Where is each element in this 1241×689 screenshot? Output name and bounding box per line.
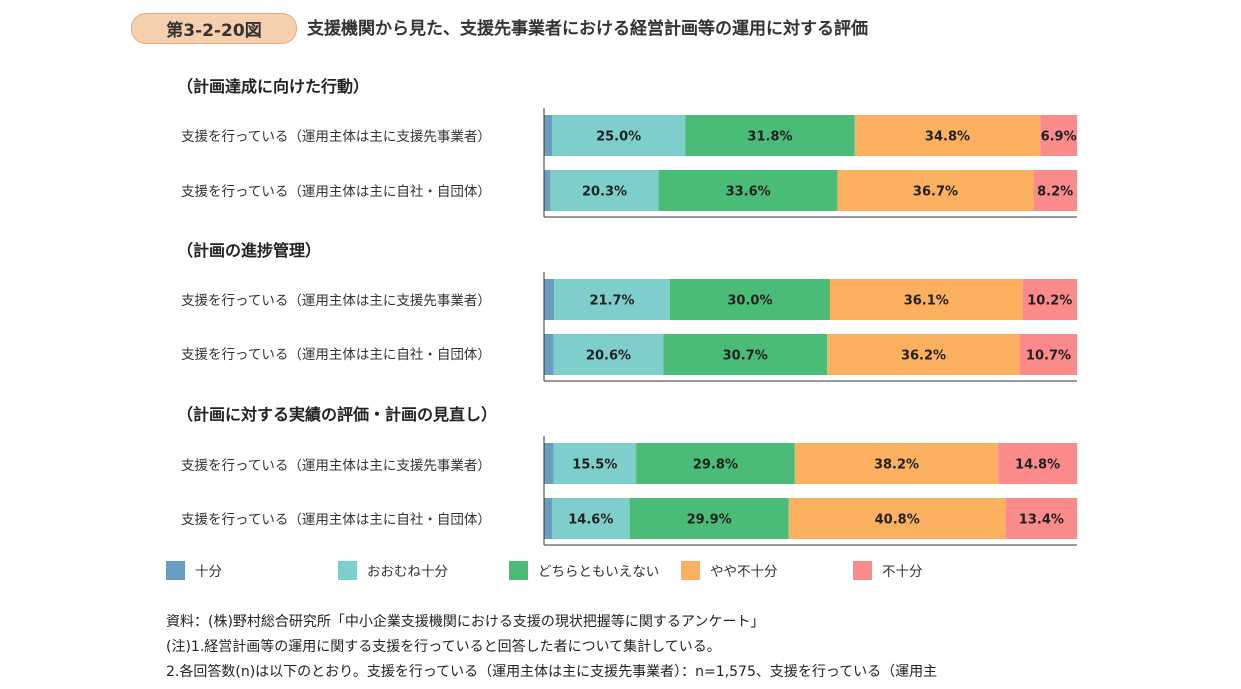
row-label-3-1: 支援を行っている（運用主体は主に支援先事業者）: [181, 458, 491, 474]
data-label-1-2-fujubun: 8.2%: [1037, 185, 1073, 200]
data-label-2-2-fujubun: 10.7%: [1026, 349, 1071, 364]
row-label-2-2: 支援を行っている（運用主体は主に自社・自団体）: [181, 347, 491, 363]
bar-segment-3-2-yaya: [788, 498, 1006, 539]
data-label-3-2-oomune: 14.6%: [568, 513, 613, 528]
legend-item-4: やや不十分: [681, 560, 778, 580]
data-label-3-2-fujubun: 13.4%: [1019, 513, 1064, 528]
bar-segment-2-2-fujubun: [1019, 334, 1077, 375]
legend-swatch-5: [853, 560, 872, 580]
data-label-2-2-oomune: 20.6%: [586, 349, 631, 364]
bar-segment-1-1-fujubun: [1040, 115, 1077, 156]
figure-number: 第3-2-20図: [166, 21, 262, 41]
group-title-1: （計画達成に向けた行動）: [177, 77, 370, 96]
bar-segment-1-2-fujubun: [1033, 170, 1077, 211]
bar-segment-3-2-dochira: [629, 498, 789, 539]
bar-segment-2-1-yaya: [829, 279, 1023, 320]
bar-segment-1-2-dochira: [658, 170, 838, 211]
bar-segment-2-1-fujubun: [1022, 279, 1077, 320]
group-title-3: （計画に対する実績の評価・計画の見直し）: [177, 405, 498, 424]
legend-swatch-1: [166, 560, 185, 580]
bar-segment-3-1-tenbun: [544, 443, 554, 484]
data-label-2-2-yaya: 36.2%: [901, 349, 946, 364]
bar-segment-2-1-tenbun: [544, 279, 555, 320]
data-label-2-1-oomune: 21.7%: [589, 294, 634, 309]
bar-segment-3-1-oomune: [553, 443, 637, 484]
legend-label-3: どちらともいえない: [538, 564, 660, 580]
data-label-3-1-fujubun: 14.8%: [1015, 458, 1060, 473]
bar-segment-3-1-yaya: [794, 443, 999, 484]
notes: 資料：(株)野村総合研究所「中小企業支援機関における支援の現状把握等に関するアン…: [166, 610, 937, 685]
data-label-3-1-yaya: 38.2%: [874, 458, 919, 473]
data-label-2-1-dochira: 30.0%: [727, 294, 772, 309]
bar-segment-1-1-yaya: [854, 115, 1041, 156]
bar-segment-3-2-oomune: [551, 498, 630, 539]
legend-swatch-4: [681, 560, 700, 580]
source-note: 資料：(株)野村総合研究所「中小企業支援機関における支援の現状把握等に関するアン…: [166, 614, 765, 630]
data-label-3-1-dochira: 29.8%: [693, 458, 738, 473]
note-2: 2.各回答数(n)は以下のとおり。支援を行っている（運用主体は主に支援先事業者）…: [166, 664, 938, 680]
legend-label-1: 十分: [195, 564, 222, 580]
legend-item-5: 不十分: [853, 560, 923, 580]
data-label-1-2-dochira: 33.6%: [726, 185, 771, 200]
data-label-2-1-fujubun: 10.2%: [1027, 294, 1072, 309]
data-label-2-2-dochira: 30.7%: [723, 349, 768, 364]
legend: 十分 おおむね十分 どちらともいえない やや不十分 不十分: [166, 560, 1066, 582]
row-label-1-2: 支援を行っている（運用主体は主に自社・自団体）: [181, 184, 491, 200]
legend-label-5: 不十分: [882, 564, 923, 580]
legend-swatch-3: [509, 560, 528, 580]
row-label-2-1: 支援を行っている（運用主体は主に支援先事業者）: [181, 293, 491, 309]
figure-number-badge: 第3-2-20図: [131, 13, 297, 44]
bar-segment-1-1-tenbun: [544, 115, 552, 156]
row-label-1-1: 支援を行っている（運用主体は主に支援先事業者）: [181, 129, 491, 145]
bar-segment-3-2-fujubun: [1005, 498, 1077, 539]
legend-label-4: やや不十分: [710, 564, 778, 580]
legend-swatch-2: [338, 560, 357, 580]
legend-item-3: どちらともいえない: [509, 560, 659, 580]
legend-item-2: おおむね十分: [338, 560, 448, 580]
data-label-1-1-oomune: 25.0%: [596, 130, 641, 145]
bar-segment-1-2-yaya: [837, 170, 1034, 211]
bar-segment-2-1-oomune: [554, 279, 670, 320]
bar-segment-1-2-tenbun: [544, 170, 551, 211]
data-label-3-2-yaya: 40.8%: [875, 513, 920, 528]
bar-segment-1-2-oomune: [550, 170, 659, 211]
legend-label-2: おおむね十分: [367, 564, 448, 580]
data-label-2-1-yaya: 36.1%: [904, 294, 949, 309]
bar-segment-1-1-oomune: [551, 115, 686, 156]
bar-segment-2-2-yaya: [827, 334, 1020, 375]
bar-segment-3-1-dochira: [636, 443, 795, 484]
data-label-1-2-yaya: 36.7%: [913, 185, 958, 200]
data-label-3-2-dochira: 29.9%: [687, 513, 732, 528]
group-title-2: （計画の進捗管理）: [177, 241, 322, 260]
row-label-3-2: 支援を行っている（運用主体は主に自社・自団体）: [181, 512, 491, 528]
data-label-3-1-oomune: 15.5%: [572, 458, 617, 473]
bar-segment-3-1-fujubun: [998, 443, 1077, 484]
data-label-1-1-fujubun: 6.9%: [1041, 130, 1077, 145]
data-label-1-1-dochira: 31.8%: [747, 130, 792, 145]
data-label-1-1-yaya: 34.8%: [925, 130, 970, 145]
bar-segment-3-2-tenbun: [544, 498, 552, 539]
bar-segment-1-1-dochira: [685, 115, 855, 156]
bar-segment-2-2-oomune: [553, 334, 664, 375]
bar-segment-2-2-dochira: [663, 334, 828, 375]
figure-title: 支援機関から見た、支援先事業者における経営計画等の運用に対する評価: [307, 19, 868, 39]
legend-item-1: 十分: [166, 560, 222, 580]
bar-segment-2-1-dochira: [669, 279, 830, 320]
bar-segment-2-2-tenbun: [544, 334, 554, 375]
data-label-1-2-oomune: 20.3%: [582, 185, 627, 200]
note-1: (注)1.経営計画等の運用に関する支援を行っていると回答した者について集計してい…: [166, 639, 721, 655]
